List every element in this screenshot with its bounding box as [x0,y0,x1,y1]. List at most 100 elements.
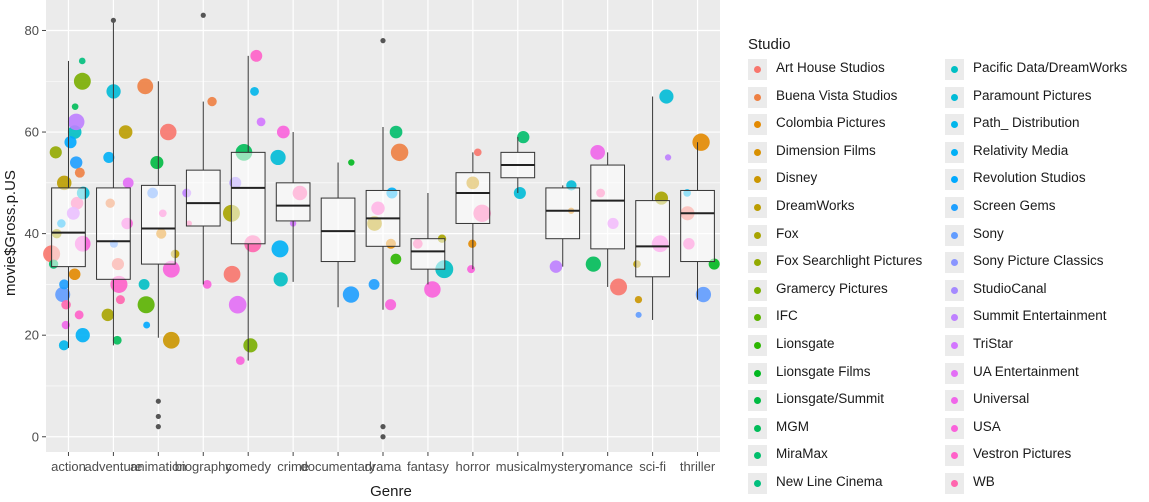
legend-key [748,335,767,356]
x-tick-label: drama [365,459,403,474]
data-point [692,133,710,151]
x-tick-label: fantasy [407,459,449,474]
y-axis-ticks: 0 20 40 60 80 [25,23,46,444]
data-point [610,278,628,296]
data-point [424,281,441,298]
box [230,151,266,245]
legend-swatch [951,286,958,294]
x-axis-label: Genre [370,483,412,500]
data-point [74,167,85,178]
legend-key [945,252,964,274]
box [410,238,446,270]
legend-key [748,59,767,80]
legend-swatch [754,286,761,294]
data-point [390,253,402,265]
x-tick-label: comedy [225,459,271,474]
data-point [71,103,79,110]
legend-label: Revolution Studios [973,170,1086,186]
data-point [55,287,71,303]
legend-key [748,114,767,136]
outlier-point [380,38,386,44]
legend-item: Lionsgate [748,335,948,362]
outlier-point [380,434,386,440]
box [635,200,670,278]
box [590,164,626,250]
box [320,197,356,263]
legend-key [748,197,767,218]
legend-label: Summit Entertainment [973,308,1107,324]
data-point [695,286,712,303]
data-point [549,260,563,273]
legend-swatch [754,121,761,129]
legend-item: Sony [945,224,1145,252]
data-point [118,125,133,139]
data-point [250,86,259,96]
legend-label: DreamWorks [776,198,855,213]
legend-label: Relativity Media [973,142,1069,158]
y-tick-label: 0 [32,429,39,444]
legend-label: Universal [973,391,1030,407]
legend-label: Fox [776,225,799,241]
x-tick-label: adventure [84,459,142,474]
legend-key [945,86,964,108]
legend-swatch [951,397,958,405]
legend-label: Gramercy Pictures [776,280,888,296]
data-point [78,57,86,65]
chart-svg: 0 20 40 60 80 actionadventureanimationbiogra… [2,0,720,500]
legend-label: Sony [973,225,1004,241]
data-point [49,146,62,159]
boxplots [51,12,715,440]
legend-key [945,307,964,329]
legend-key [945,390,964,412]
data-point [235,356,245,365]
legend-swatch [951,148,958,156]
legend-swatch [951,452,958,460]
legend-swatch [754,93,761,101]
data-point [223,265,241,283]
legend-key [748,473,767,494]
legend-swatch [754,66,761,73]
outlier-point [155,413,161,420]
data-point [270,149,286,166]
y-tick-label: 20 [25,328,39,343]
legend-item: IFC [748,307,948,334]
legend-label: WB [973,474,995,489]
data-point [67,113,85,131]
legend-key [945,114,964,136]
legend-key [748,279,767,301]
y-tick-label: 60 [25,125,39,140]
data-point [110,275,128,293]
legend-swatch [754,204,761,211]
legend-key [748,86,767,108]
legend-key [748,417,767,439]
legend-key [945,473,964,494]
data-point [348,159,355,166]
box [140,184,176,265]
box [275,182,311,222]
x-tick-label: documentary [300,459,376,474]
box [680,189,715,263]
data-point [137,296,155,314]
legend-key [748,445,767,467]
legend-swatch [951,121,958,129]
data-point [276,125,290,139]
legend-item: Lionsgate/Summit [748,390,948,417]
data-point [228,295,247,314]
data-point [61,320,70,330]
legend-label: Dimension Films [776,142,876,158]
x-tick-label: biography [175,459,233,474]
legend-swatch [951,176,958,184]
legend-item: USA [945,417,1145,445]
data-point [61,299,71,310]
x-tick-label: crime [277,459,309,474]
legend-swatch [754,369,761,377]
legend-label: USA [973,418,1001,434]
legend-label: Paramount Pictures [973,87,1092,103]
legend-label: Buena Vista Studios [776,87,898,103]
legend-item: UA Entertainment [945,362,1145,390]
data-point [585,256,601,272]
legend-item: Revolution Studios [945,169,1145,196]
data-point [250,49,263,62]
data-point [390,143,409,162]
legend-key [748,252,767,274]
